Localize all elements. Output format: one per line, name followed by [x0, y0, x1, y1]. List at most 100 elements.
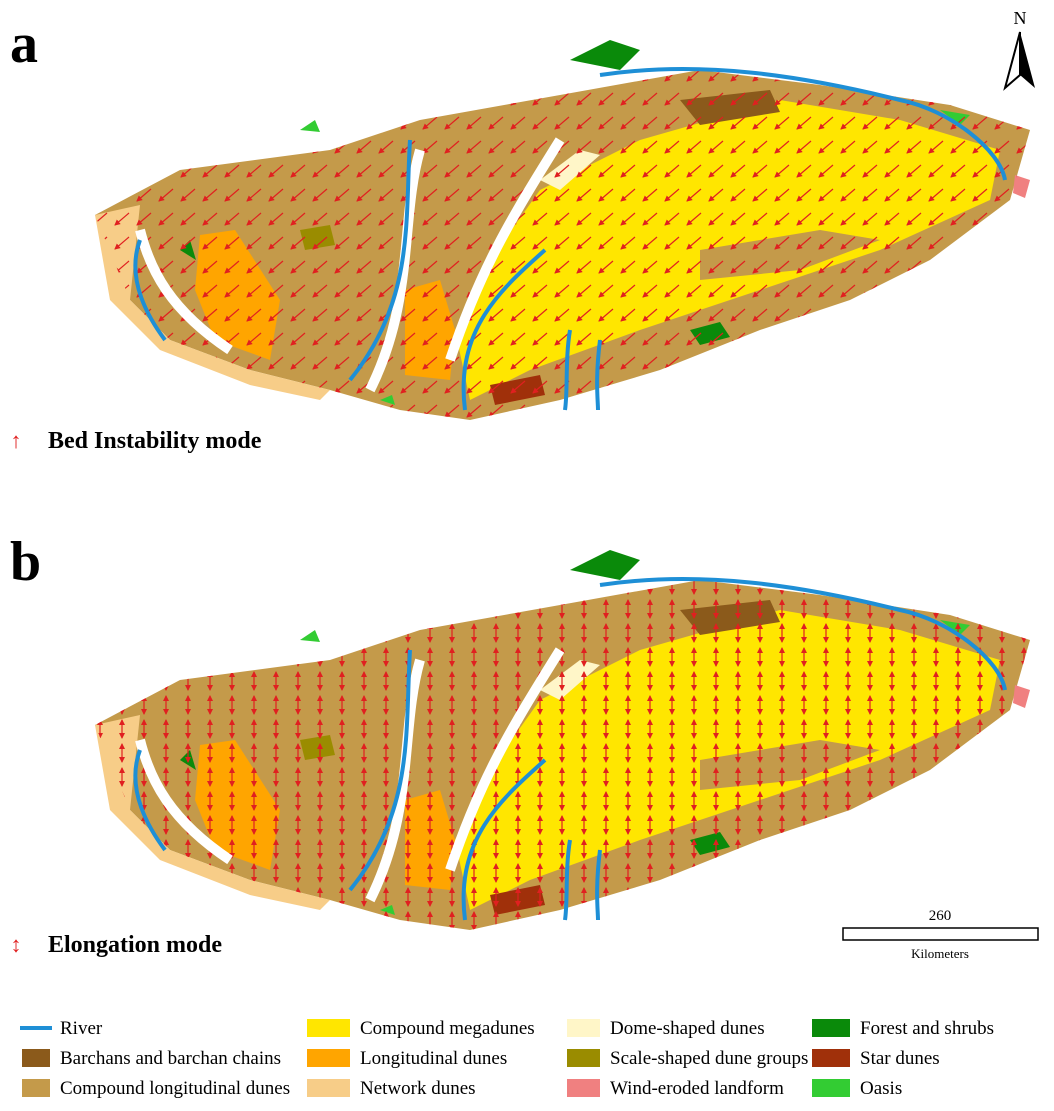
legend-label: Network dunes [360, 1078, 476, 1099]
wind-arrow [423, 93, 437, 105]
wind-arrow [973, 69, 987, 81]
wind-arrow [489, 93, 503, 105]
wind-arrow [181, 405, 195, 417]
wind-arrow [951, 405, 965, 417]
wind-arrow [93, 381, 107, 393]
wind-arrow [973, 405, 987, 417]
wind-arrow [159, 141, 173, 153]
panel-label: a [10, 13, 38, 75]
wind-arrow [907, 309, 921, 321]
wind-arrow [929, 309, 943, 321]
wind-arrow [863, 381, 877, 393]
wind-arrow [269, 405, 283, 417]
wind-arrow [313, 93, 327, 105]
scale-bar: 260 Kilometers [843, 908, 1038, 961]
wind-arrow [973, 357, 987, 369]
legend-swatch [567, 1079, 600, 1097]
wind-arrow [841, 381, 855, 393]
wind-arrow [885, 333, 899, 345]
wind-arrow [885, 357, 899, 369]
legend-swatch [307, 1049, 350, 1067]
wind-arrow [1017, 237, 1031, 249]
legend-label: Compound megadunes [360, 1018, 535, 1039]
wind-arrow [555, 69, 569, 81]
wind-arrow [929, 285, 943, 297]
wind-arrow [775, 333, 789, 345]
wind-arrow [203, 117, 217, 129]
map-panel [95, 550, 1030, 930]
legend-swatch [812, 1079, 850, 1097]
wind-arrow [93, 69, 107, 81]
wind-arrow [269, 69, 283, 81]
legend-swatch [812, 1049, 850, 1067]
wind-arrow [137, 357, 151, 369]
legend-swatch [22, 1079, 50, 1097]
legend-label: Wind-eroded landform [610, 1078, 784, 1099]
wind-arrow [93, 333, 107, 345]
wind-arrow [269, 117, 283, 129]
wind-eroded [1013, 175, 1030, 198]
wind-arrow [1017, 405, 1031, 417]
wind-arrow [247, 405, 261, 417]
legend-label: Forest and shrubs [860, 1018, 994, 1039]
wind-arrow [291, 405, 305, 417]
wind-arrow [995, 333, 1009, 345]
wind-arrow [995, 357, 1009, 369]
wind-arrow [1017, 117, 1031, 129]
wind-arrow [995, 93, 1009, 105]
north-arrow: N [1005, 8, 1035, 88]
legend-label: Barchans and barchan chains [60, 1048, 281, 1069]
wind-arrow [929, 381, 943, 393]
wind-arrow [115, 69, 129, 81]
wind-arrow [841, 357, 855, 369]
wind-arrow [137, 141, 151, 153]
wind-arrow [929, 261, 943, 273]
wind-arrow [533, 405, 547, 417]
wind-arrow [225, 405, 239, 417]
wind-arrow [335, 93, 349, 105]
wind-arrow [929, 405, 943, 417]
wind-arrow [203, 381, 217, 393]
wind-arrow [1017, 213, 1031, 225]
wind-arrow [709, 381, 723, 393]
wind-arrow [863, 405, 877, 417]
north-label: N [1014, 8, 1027, 28]
wind-arrow [973, 93, 987, 105]
wind-arrow [775, 405, 789, 417]
wind-arrow [1017, 381, 1031, 393]
wind-arrow [819, 405, 833, 417]
wind-arrow [401, 93, 415, 105]
north-arrow-right [1020, 32, 1035, 88]
wind-arrow [489, 69, 503, 81]
wind-arrow [445, 93, 459, 105]
wind-arrow [995, 237, 1009, 249]
wind-arrow [951, 381, 965, 393]
wind-arrow [313, 405, 327, 417]
wind-arrow [93, 357, 107, 369]
scale-unit: Kilometers [911, 946, 969, 961]
wind-arrow [291, 93, 305, 105]
wind-arrow [467, 93, 481, 105]
wind-arrow [643, 381, 657, 393]
wind-arrow [929, 357, 943, 369]
wind-arrow [863, 333, 877, 345]
wind-arrow [533, 69, 547, 81]
wind-arrow [731, 357, 745, 369]
wind-arrow [159, 69, 173, 81]
wind-arrow [115, 165, 129, 177]
wind-arrow [159, 357, 173, 369]
wind-arrow [159, 405, 173, 417]
wind-arrow [379, 117, 393, 129]
legend-swatch [567, 1049, 600, 1067]
wind-arrow [951, 285, 965, 297]
wind-arrow [379, 93, 393, 105]
wind-arrow [181, 93, 195, 105]
wind-arrow [951, 261, 965, 273]
wind-arrow [247, 69, 261, 81]
legend-swatch [567, 1019, 600, 1037]
wind-arrow [819, 309, 833, 321]
wind-arrow [225, 117, 239, 129]
wind-arrow [753, 357, 767, 369]
wind-arrow [93, 141, 107, 153]
wind-arrow [225, 69, 239, 81]
